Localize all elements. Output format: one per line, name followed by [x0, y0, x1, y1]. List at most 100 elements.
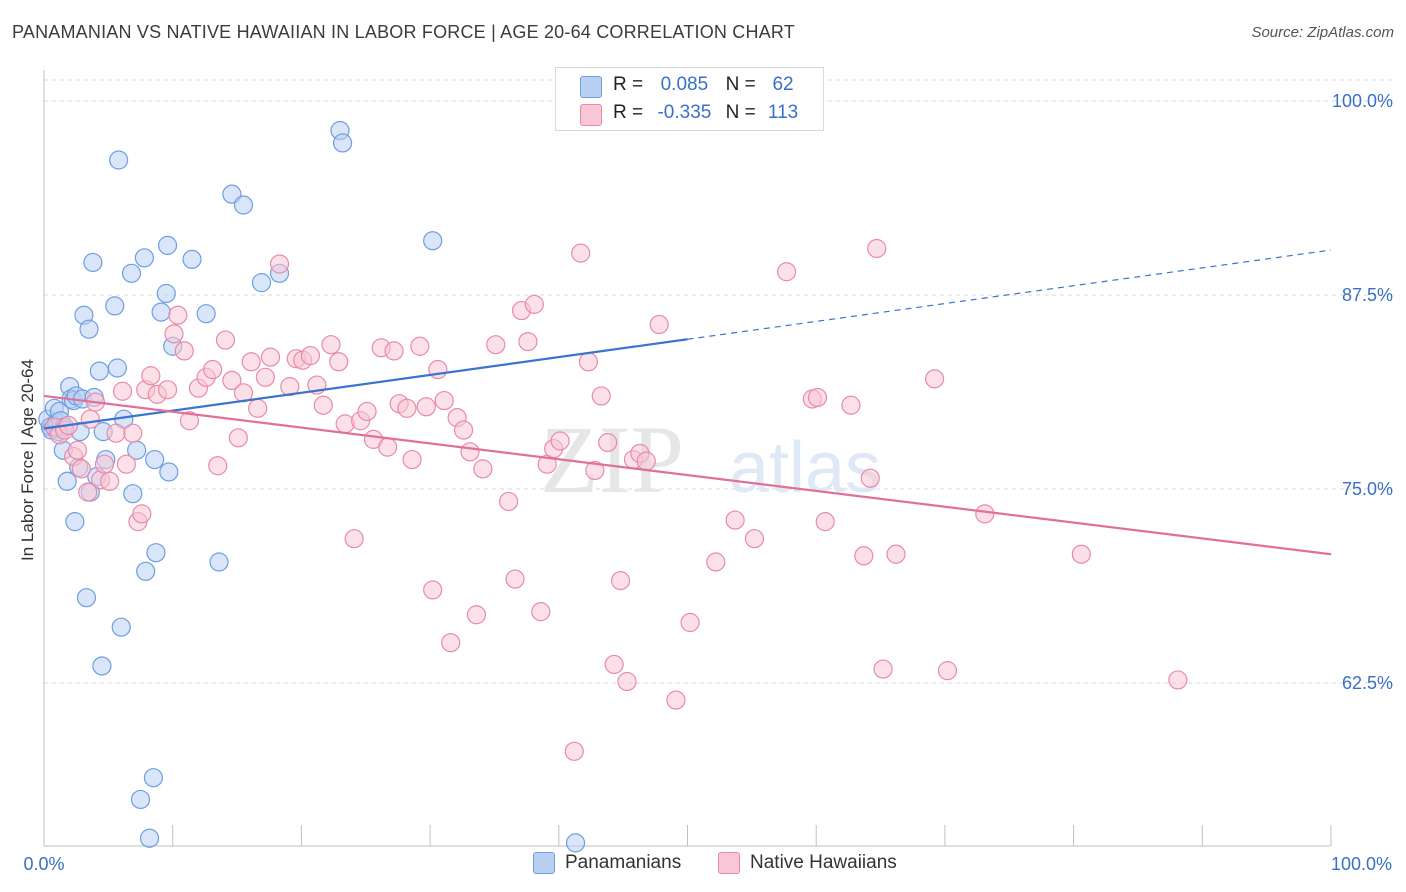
native-hawaiian-point: [649, 314, 669, 335]
panamanian-trend-extension: [687, 249, 1332, 340]
native-hawaiian-point: [423, 580, 443, 600]
native-hawaiian-point: [94, 454, 115, 474]
tick-labels: 62.5% 75.0% 87.5% 100.0% 0.0% 100.0%: [23, 91, 1393, 874]
stats-box: R = 0.085 N = 62 R = -0.335 N = 113: [555, 67, 824, 131]
y-tick-label: 100.0%: [1332, 91, 1393, 111]
legend-item-native-hawaiians[interactable]: Native Hawaiians: [718, 852, 897, 874]
panamanian-point: [251, 273, 272, 293]
native-hawaiian-point: [202, 359, 223, 380]
panamanian-point: [121, 263, 142, 283]
native-hawaiian-point: [215, 330, 236, 350]
native-hawaiian-point: [335, 414, 355, 434]
gridlines: [44, 79, 1396, 684]
panamanian-point: [57, 471, 77, 491]
native-hawaiian-point: [416, 397, 436, 417]
native-hawaiian-point: [706, 552, 726, 572]
axes: [43, 70, 1332, 847]
native-hawaiian-point: [591, 386, 611, 406]
y-tick-label: 62.5%: [1342, 673, 1393, 693]
r-value: -0.335: [657, 102, 712, 123]
native-hawaiian-point: [397, 398, 417, 418]
y-tick-label: 75.0%: [1342, 479, 1393, 499]
native-hawaiian-point: [867, 238, 887, 259]
panamanian-point: [565, 833, 586, 853]
native-hawaiian-point: [228, 428, 248, 448]
native-hawaiian-point: [260, 347, 281, 367]
panamanian-point: [157, 235, 178, 255]
native-hawaiian-point: [434, 390, 454, 411]
pink-swatch-icon: [718, 852, 740, 874]
panamanian-point: [196, 304, 216, 324]
series-panamanians: [38, 120, 586, 853]
r-label: R =: [613, 102, 644, 123]
panamanian-point: [111, 617, 131, 637]
native-hawaiian-point: [564, 741, 584, 761]
native-hawaiian-point: [321, 335, 341, 355]
native-hawaiian-point: [241, 352, 261, 372]
panamanian-point: [92, 656, 112, 676]
native-hawaiian-point: [585, 460, 605, 481]
legend-item-panamanians[interactable]: Panamanians: [533, 852, 681, 874]
native-hawaiian-point: [100, 471, 120, 491]
blue-swatch-icon: [580, 76, 602, 98]
panamanian-point: [182, 249, 202, 269]
panamanian-point: [65, 512, 85, 532]
native-hawaiian-point: [329, 352, 349, 372]
native-hawaiian-point: [402, 449, 422, 470]
panamanian-point: [79, 319, 99, 339]
native-hawaiian-point: [123, 423, 143, 443]
native-hawaiian-point: [873, 659, 893, 679]
native-hawaiian-point: [531, 602, 551, 622]
native-hawaiian-point: [578, 352, 599, 372]
chart-title: PANAMANIAN VS NATIVE HAWAIIAN IN LABOR F…: [12, 22, 795, 42]
panamanian-point: [134, 248, 154, 268]
x-tick-label: 100.0%: [1331, 854, 1392, 874]
native-hawaiian-point: [854, 546, 874, 566]
native-hawaiian-point: [112, 381, 133, 401]
watermark: ZIP atlas: [540, 406, 881, 513]
native-hawaiian-point: [1071, 544, 1091, 564]
panamanian-point: [156, 283, 176, 304]
pink-swatch-icon: [580, 104, 602, 126]
panamanian-point: [123, 484, 143, 504]
native-hawaiian-point: [505, 569, 525, 589]
source-credit: Source: ZipAtlas.com: [1251, 24, 1394, 41]
panamanian-point: [151, 302, 171, 322]
panamanian-point: [209, 552, 229, 572]
y-tick-label: 87.5%: [1342, 285, 1393, 305]
native-hawaiian-point: [80, 409, 100, 429]
native-hawaiian-point: [141, 366, 161, 386]
native-hawaiian-point: [168, 305, 188, 325]
panamanian-point: [136, 561, 156, 581]
native-hawaiian-point: [571, 243, 591, 263]
native-hawaiian-point: [473, 459, 493, 479]
panamanian-point: [159, 462, 179, 482]
native-hawaiian-point: [610, 571, 631, 591]
native-hawaiian-point: [164, 324, 184, 344]
native-hawaiian-point: [174, 341, 194, 361]
native-hawaiian-point: [598, 432, 618, 453]
n-value: 62: [772, 74, 794, 95]
x-tick-label: 0.0%: [23, 854, 64, 874]
native-hawaiian-point: [617, 671, 637, 692]
native-hawaiian-point: [518, 332, 538, 352]
native-hawaiian-point: [410, 336, 430, 356]
series-native-hawaiians: [44, 238, 1188, 761]
native-hawaiian-point: [886, 544, 906, 564]
r-label: R =: [613, 74, 644, 95]
native-hawaiian-point: [666, 690, 686, 710]
native-hawaiian-point: [550, 431, 570, 451]
native-hawaiian-point: [71, 459, 91, 479]
native-hawaiian-point: [67, 440, 88, 460]
native-hawaiian-point: [313, 395, 333, 415]
native-hawaiian-point: [975, 504, 995, 524]
n-value: 113: [767, 102, 799, 123]
native-hawaiian-point: [860, 468, 880, 488]
native-hawaiian-point: [807, 387, 828, 408]
native-hawaiian-point: [179, 411, 200, 431]
n-label: N =: [725, 74, 756, 95]
native-hawaiian-point: [1168, 670, 1188, 690]
native-hawaiian-point: [78, 482, 98, 502]
native-hawaiian-point: [841, 395, 861, 415]
panamanian-point: [89, 361, 109, 381]
